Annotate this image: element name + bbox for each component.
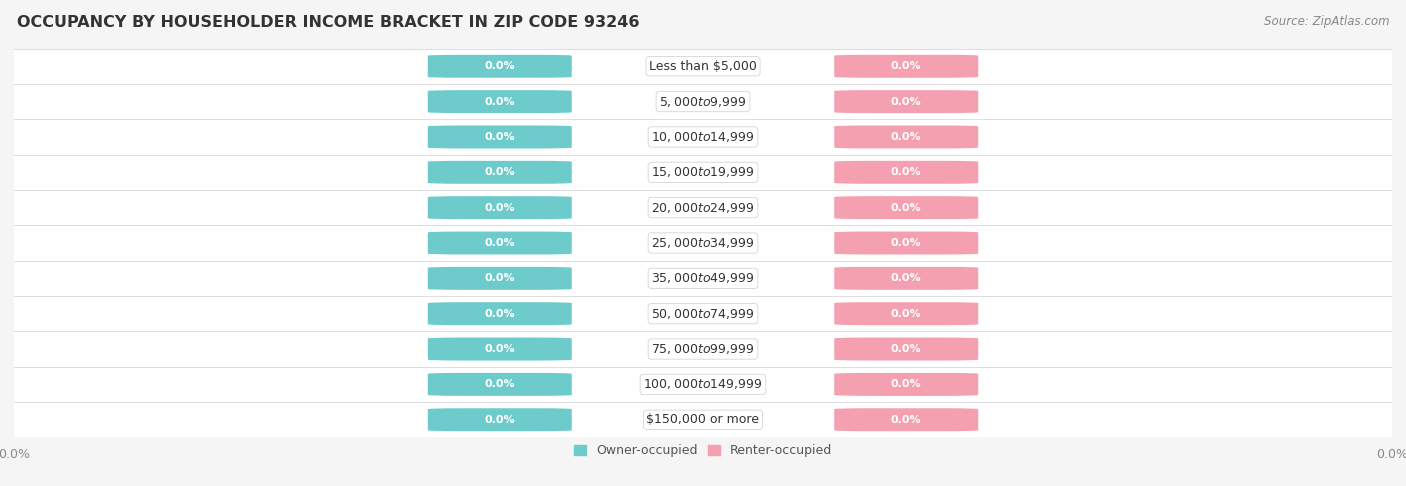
Text: 0.0%: 0.0%	[485, 167, 515, 177]
FancyBboxPatch shape	[834, 231, 979, 255]
FancyBboxPatch shape	[834, 408, 979, 431]
Text: 0.0%: 0.0%	[891, 97, 921, 106]
FancyBboxPatch shape	[427, 55, 572, 78]
Legend: Owner-occupied, Renter-occupied: Owner-occupied, Renter-occupied	[568, 439, 838, 462]
Bar	[14, 367, 1392, 402]
Text: $100,000 to $149,999: $100,000 to $149,999	[644, 378, 762, 391]
Text: 0.0%: 0.0%	[891, 380, 921, 389]
FancyBboxPatch shape	[427, 231, 572, 255]
Bar	[14, 226, 1392, 260]
FancyBboxPatch shape	[427, 196, 572, 219]
Bar	[14, 119, 1392, 155]
FancyBboxPatch shape	[834, 373, 979, 396]
Text: 0.0%: 0.0%	[891, 61, 921, 71]
Text: $35,000 to $49,999: $35,000 to $49,999	[651, 271, 755, 285]
Bar	[14, 402, 1392, 437]
Text: 0.0%: 0.0%	[485, 309, 515, 319]
Text: 0.0%: 0.0%	[485, 344, 515, 354]
FancyBboxPatch shape	[834, 55, 979, 78]
FancyBboxPatch shape	[834, 196, 979, 219]
Text: $10,000 to $14,999: $10,000 to $14,999	[651, 130, 755, 144]
Text: Less than $5,000: Less than $5,000	[650, 60, 756, 73]
FancyBboxPatch shape	[427, 267, 572, 290]
FancyBboxPatch shape	[427, 373, 572, 396]
Text: $20,000 to $24,999: $20,000 to $24,999	[651, 201, 755, 215]
Text: OCCUPANCY BY HOUSEHOLDER INCOME BRACKET IN ZIP CODE 93246: OCCUPANCY BY HOUSEHOLDER INCOME BRACKET …	[17, 15, 640, 30]
Text: 0.0%: 0.0%	[891, 309, 921, 319]
Text: $150,000 or more: $150,000 or more	[647, 413, 759, 426]
Text: 0.0%: 0.0%	[485, 415, 515, 425]
Text: 0.0%: 0.0%	[485, 203, 515, 213]
FancyBboxPatch shape	[834, 125, 979, 148]
FancyBboxPatch shape	[834, 90, 979, 113]
Text: 0.0%: 0.0%	[891, 273, 921, 283]
Text: 0.0%: 0.0%	[891, 238, 921, 248]
Text: Source: ZipAtlas.com: Source: ZipAtlas.com	[1264, 15, 1389, 28]
FancyBboxPatch shape	[427, 408, 572, 431]
Text: 0.0%: 0.0%	[891, 203, 921, 213]
Text: $50,000 to $74,999: $50,000 to $74,999	[651, 307, 755, 321]
Bar	[14, 84, 1392, 119]
Text: $5,000 to $9,999: $5,000 to $9,999	[659, 95, 747, 108]
Text: $15,000 to $19,999: $15,000 to $19,999	[651, 165, 755, 179]
Text: $25,000 to $34,999: $25,000 to $34,999	[651, 236, 755, 250]
FancyBboxPatch shape	[427, 338, 572, 361]
Text: 0.0%: 0.0%	[891, 167, 921, 177]
FancyBboxPatch shape	[427, 302, 572, 325]
FancyBboxPatch shape	[834, 302, 979, 325]
Text: 0.0%: 0.0%	[485, 61, 515, 71]
Bar	[14, 190, 1392, 226]
Text: $75,000 to $99,999: $75,000 to $99,999	[651, 342, 755, 356]
Bar	[14, 331, 1392, 367]
Text: 0.0%: 0.0%	[485, 97, 515, 106]
Text: 0.0%: 0.0%	[485, 132, 515, 142]
Bar	[14, 155, 1392, 190]
Text: 0.0%: 0.0%	[891, 415, 921, 425]
Text: 0.0%: 0.0%	[485, 238, 515, 248]
FancyBboxPatch shape	[427, 161, 572, 184]
FancyBboxPatch shape	[834, 338, 979, 361]
FancyBboxPatch shape	[427, 90, 572, 113]
Text: 0.0%: 0.0%	[891, 344, 921, 354]
Text: 0.0%: 0.0%	[891, 132, 921, 142]
Bar	[14, 296, 1392, 331]
FancyBboxPatch shape	[427, 125, 572, 148]
Bar	[14, 260, 1392, 296]
FancyBboxPatch shape	[834, 161, 979, 184]
Text: 0.0%: 0.0%	[485, 273, 515, 283]
Bar	[14, 49, 1392, 84]
FancyBboxPatch shape	[834, 267, 979, 290]
Text: 0.0%: 0.0%	[485, 380, 515, 389]
